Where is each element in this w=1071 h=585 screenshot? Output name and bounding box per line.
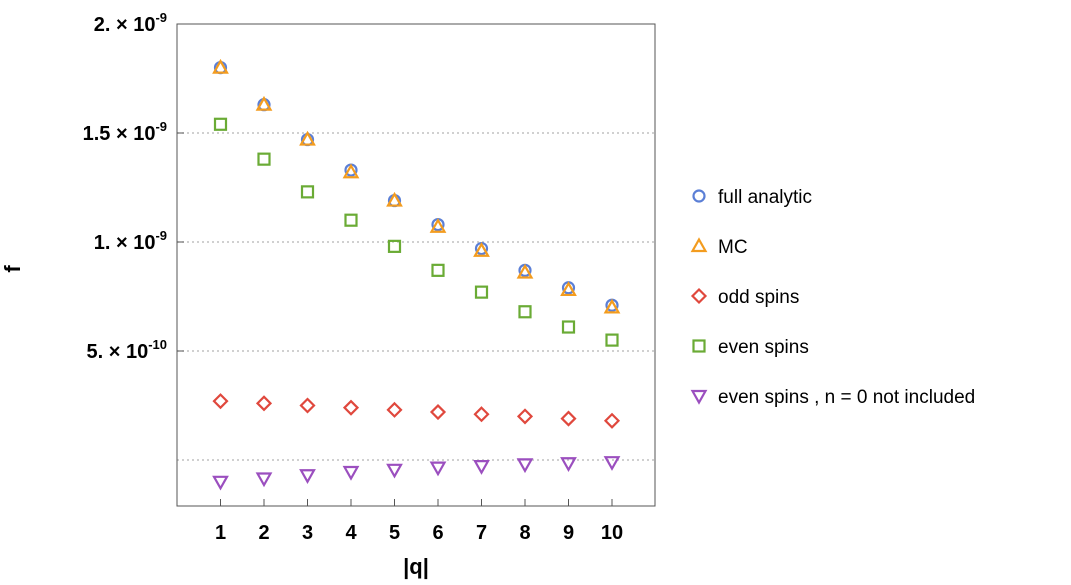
data-point xyxy=(473,241,490,257)
data-point xyxy=(342,465,360,481)
data-point xyxy=(212,58,229,74)
data-point xyxy=(386,191,403,207)
data-point xyxy=(518,305,532,319)
data-point xyxy=(429,218,447,233)
data-point xyxy=(255,472,273,488)
data-point xyxy=(560,457,577,473)
y-tick-label: 5. × 10-10 xyxy=(86,337,167,363)
data-point xyxy=(429,403,447,421)
x-tick-label: 2 xyxy=(258,522,269,544)
x-tick-label: 6 xyxy=(432,522,443,544)
data-point xyxy=(386,463,403,479)
data-point xyxy=(212,393,229,410)
legend-marker xyxy=(690,237,708,253)
legend: full analytic MC odd spins even spins even s… xyxy=(690,187,975,408)
x-axis-label: |q| xyxy=(403,554,429,579)
legend-label: even spins , n = 0 not included xyxy=(718,387,975,408)
data-point xyxy=(431,263,445,277)
legend-item: odd spins xyxy=(690,287,799,308)
legend-label: full analytic xyxy=(718,187,812,208)
series-circle xyxy=(213,60,619,312)
x-tick-label: 5 xyxy=(389,522,400,544)
data-point xyxy=(605,333,619,347)
data-point xyxy=(561,320,576,334)
legend-item: even spins xyxy=(692,337,809,358)
data-point xyxy=(342,163,360,179)
x-axis-ticks: 1 2 3 4 5 6 7 8 9 10 xyxy=(215,499,623,544)
series-square xyxy=(213,117,619,347)
legend-item: even spins , n = 0 not included xyxy=(690,387,975,408)
data-point xyxy=(386,401,403,418)
data-point xyxy=(560,410,577,427)
data-point xyxy=(603,412,621,429)
data-point xyxy=(213,117,228,131)
data-point xyxy=(299,469,316,484)
grid-lines xyxy=(177,132,655,461)
data-point xyxy=(473,406,490,423)
x-tick-label: 4 xyxy=(345,522,357,544)
x-tick-label: 7 xyxy=(476,522,487,544)
y-axis-label: f xyxy=(0,265,25,273)
data-point xyxy=(212,475,229,491)
x-tick-label: 9 xyxy=(563,522,574,544)
legend-label: MC xyxy=(718,237,748,258)
data-point xyxy=(344,213,358,227)
x-tick-label: 3 xyxy=(302,522,313,544)
data-point xyxy=(255,95,273,111)
y-tick-label: 1. × 10-9 xyxy=(94,228,167,254)
legend-label: odd spins xyxy=(718,287,799,308)
data-point xyxy=(474,285,489,299)
data-point xyxy=(603,298,621,314)
data-point xyxy=(257,152,271,166)
data-point xyxy=(516,263,534,279)
legend-item: MC xyxy=(690,237,748,258)
data-point xyxy=(255,395,273,412)
data-point xyxy=(473,460,490,475)
data-point xyxy=(299,397,316,414)
data-point xyxy=(560,281,577,297)
y-tick-label: 2. × 10-9 xyxy=(94,10,167,36)
plot-frame xyxy=(176,23,656,507)
x-tick-label: 10 xyxy=(601,522,623,544)
data-point xyxy=(300,185,315,199)
x-tick-label: 8 xyxy=(519,522,530,544)
y-axis-ticks: 2. × 10-9 1.5 × 10-9 1. × 10-9 5. × 10-10 xyxy=(83,10,184,363)
data-point xyxy=(429,461,447,477)
legend-marker xyxy=(692,339,706,353)
legend-marker xyxy=(690,287,708,305)
data-point xyxy=(516,458,534,474)
legend-marker xyxy=(692,189,706,203)
data-point xyxy=(387,239,402,253)
legend-item: full analytic xyxy=(692,187,812,208)
series-triangle-up xyxy=(212,58,621,314)
legend-marker xyxy=(690,389,708,405)
x-tick-label: 1 xyxy=(215,522,226,544)
data-marks xyxy=(212,58,621,491)
series-diamond xyxy=(212,393,621,429)
data-point xyxy=(516,408,534,425)
data-point xyxy=(603,456,621,471)
data-point xyxy=(342,399,360,416)
y-tick-label: 1.5 × 10-9 xyxy=(83,119,167,145)
series-triangle-down xyxy=(212,456,621,491)
legend-label: even spins xyxy=(718,337,809,358)
data-point xyxy=(299,130,316,146)
